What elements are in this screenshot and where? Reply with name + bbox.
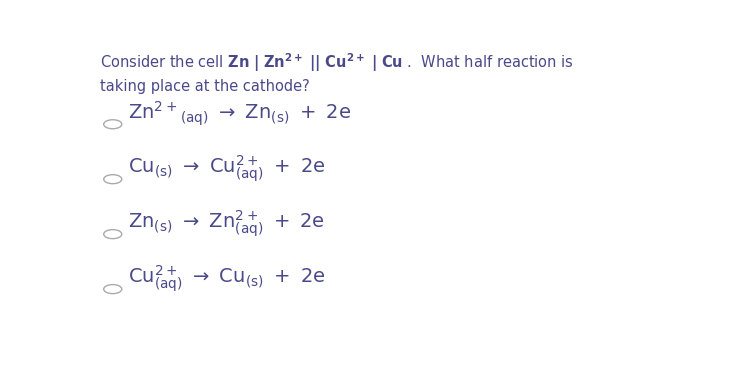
Text: taking place at the cathode?: taking place at the cathode? — [100, 79, 310, 94]
Text: $\mathrm{Cu}^{2+}_{\mathrm{(aq)}}\ \rightarrow\ \mathrm{Cu}_{\mathrm{(s)}}\ +\ \: $\mathrm{Cu}^{2+}_{\mathrm{(aq)}}\ \righ… — [128, 263, 326, 294]
Text: $\mathrm{Cu}_{\mathrm{(s)}}\ \rightarrow\ \mathrm{Cu}^{2+}_{\mathrm{(aq)}}\ +\ \: $\mathrm{Cu}_{\mathrm{(s)}}\ \rightarrow… — [128, 153, 326, 184]
Text: $\mathrm{Zn}_{\mathrm{(s)}}\ \rightarrow\ \mathrm{Zn}^{2+}_{\mathrm{(aq)}}\ +\ \: $\mathrm{Zn}_{\mathrm{(s)}}\ \rightarrow… — [128, 208, 325, 239]
Text: Consider the cell $\bf{Zn}\ \bf{|}\ \bf{Zn^{2+}}\ \bf{||}\ \bf{Cu^{2+}}\ \bf{|}\: Consider the cell $\bf{Zn}\ \bf{|}\ \bf{… — [100, 51, 574, 74]
Text: $\mathrm{Zn^{2+}}_{\mathrm{(aq)}}\ \rightarrow\ \mathrm{Zn}_{\mathrm{(s)}}\ +\ \: $\mathrm{Zn^{2+}}_{\mathrm{(aq)}}\ \righ… — [128, 100, 351, 128]
